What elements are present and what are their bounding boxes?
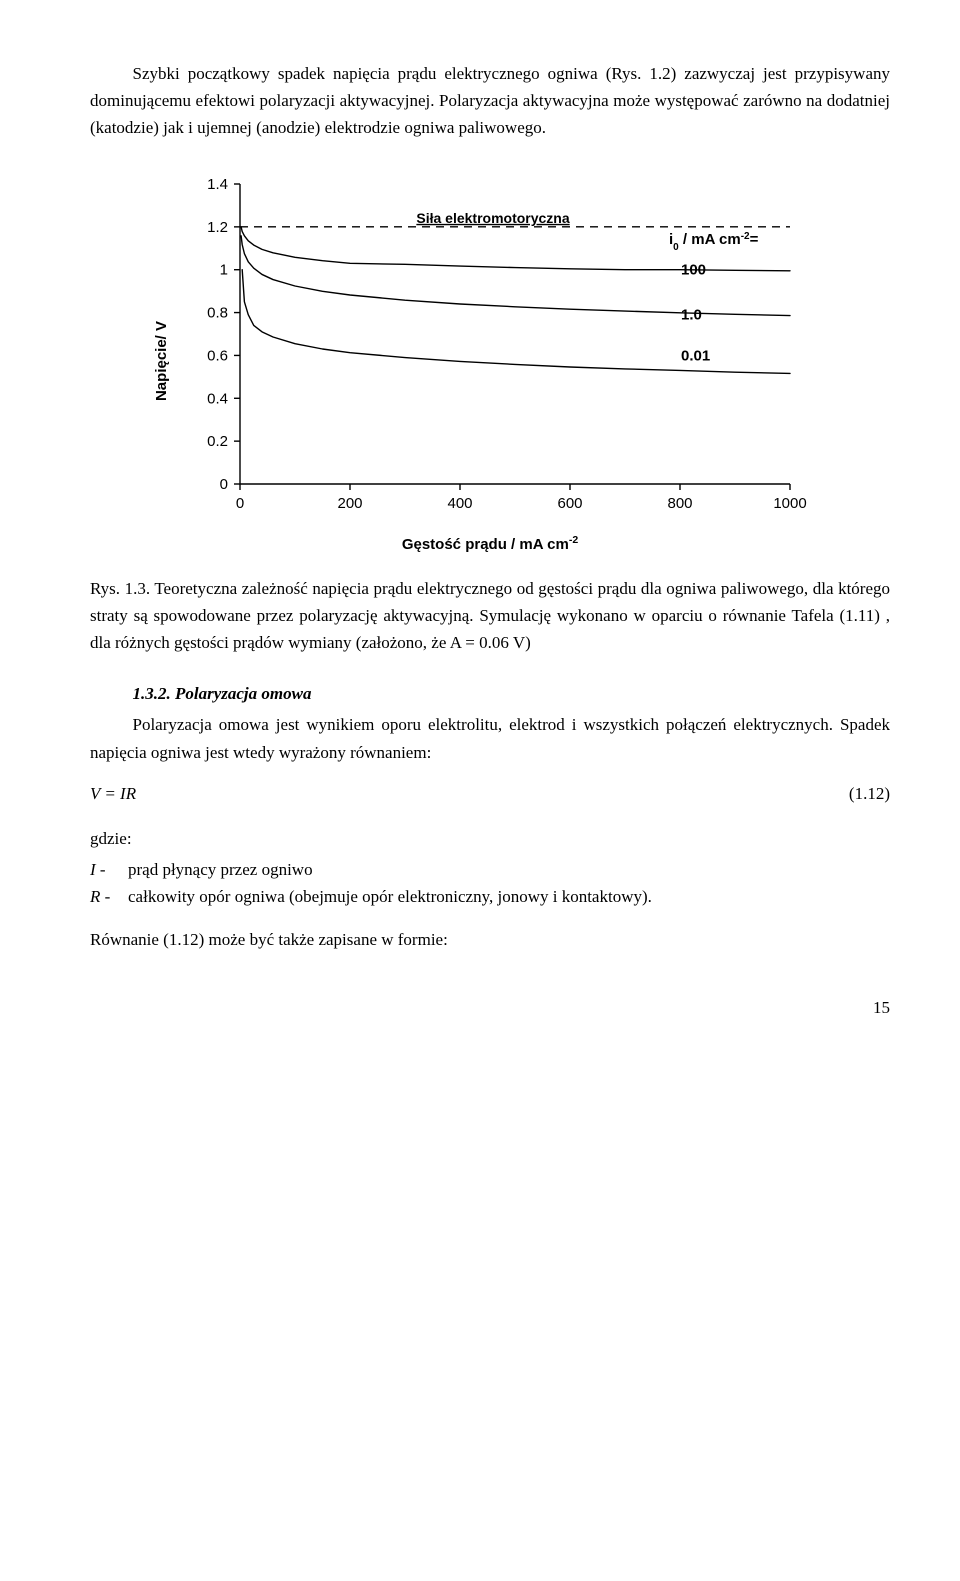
ohmic-paragraph: Polaryzacja omowa jest wynikiem oporu el… — [90, 711, 890, 765]
svg-text:1.0: 1.0 — [681, 306, 702, 323]
svg-text:Siła elektromotoryczna: Siła elektromotoryczna — [416, 209, 569, 225]
sym-R: R - — [90, 883, 128, 910]
def-I: prąd płynący przez ogniwo — [128, 856, 890, 883]
equation-row: V = IR (1.12) — [90, 780, 890, 807]
svg-text:400: 400 — [447, 495, 472, 512]
y-axis-title: Napięcie/ V — [150, 321, 174, 401]
chart-svg: 0 0.2 0.4 0.6 0.8 1 1.2 1.4 0 200 400 600 800 1000 Sił… — [170, 166, 810, 526]
figure-caption: Rys. 1.3. Teoretyczna zależność napięcia… — [90, 575, 890, 657]
svg-text:0.6: 0.6 — [207, 347, 228, 364]
figure-1-3: Napięcie/ V 00.20.40.60.811.21.402004006… — [170, 166, 810, 557]
section-heading: 1.3.2. Polaryzacja omowa — [90, 680, 890, 707]
equation-number: (1.12) — [849, 780, 890, 807]
page-number: 15 — [90, 994, 890, 1021]
svg-text:1.4: 1.4 — [207, 176, 228, 193]
svg-text:0.01: 0.01 — [681, 347, 710, 364]
svg-text:0.2: 0.2 — [207, 433, 228, 450]
svg-text:0: 0 — [236, 495, 244, 512]
svg-text:1000: 1000 — [773, 495, 806, 512]
sym-I: I - — [90, 856, 128, 883]
svg-text:0: 0 — [220, 476, 228, 493]
svg-text:200: 200 — [337, 495, 362, 512]
svg-text:0.8: 0.8 — [207, 304, 228, 321]
symbol-definitions: I - prąd płynący przez ogniwo R - całkow… — [90, 856, 890, 910]
x-axis-title: Gęstość prądu / mA cm-2 — [170, 532, 810, 557]
equation-lhs: V = IR — [90, 780, 136, 807]
svg-text:1: 1 — [220, 261, 228, 278]
svg-text:1.2: 1.2 — [207, 218, 228, 235]
intro-paragraph: Szybki początkowy spadek napięcia prądu … — [90, 60, 890, 142]
where-label: gdzie: — [90, 825, 890, 852]
continuation-paragraph: Równanie (1.12) może być także zapisane … — [90, 926, 890, 953]
svg-text:600: 600 — [557, 495, 582, 512]
svg-text:800: 800 — [667, 495, 692, 512]
svg-text:100: 100 — [681, 261, 706, 278]
def-R: całkowity opór ogniwa (obejmuje opór ele… — [128, 883, 890, 910]
svg-text:0.4: 0.4 — [207, 390, 228, 407]
